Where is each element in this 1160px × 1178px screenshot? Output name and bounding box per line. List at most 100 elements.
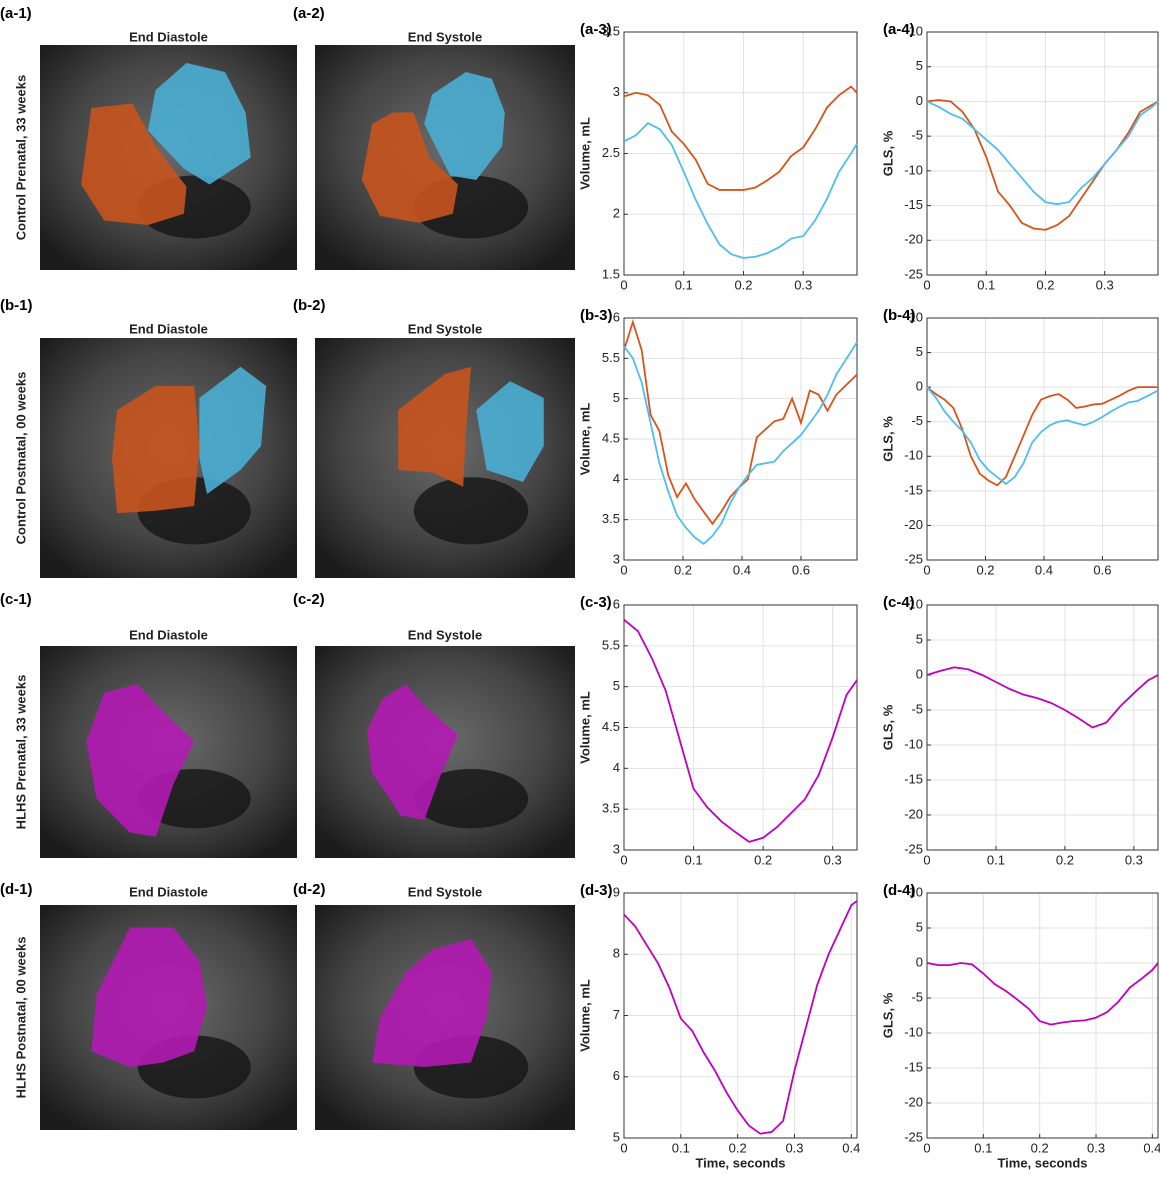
x-tick-label: 0 — [923, 277, 930, 292]
series-line — [926, 962, 1159, 1026]
y-tick-label: -25 — [904, 841, 923, 856]
row-label: Control Postnatal, 00 weeks — [13, 372, 28, 545]
x-tick-label: 0.3 — [1096, 277, 1114, 292]
series-line — [926, 386, 1159, 486]
panel-label: (d-4) — [883, 882, 916, 899]
segmentation — [398, 366, 471, 487]
y-tick-label: 7 — [613, 1007, 620, 1022]
image-title: End Diastole — [129, 884, 208, 899]
row-label: HLHS Postnatal, 00 weeks — [13, 937, 28, 1099]
x-tick-label: 0 — [620, 277, 627, 292]
y-tick-label: 4.5 — [602, 719, 620, 734]
x-tick-label: 0.6 — [1093, 562, 1111, 577]
dark-region — [413, 768, 529, 829]
segmentation — [199, 366, 267, 494]
axes-frame — [926, 317, 1159, 561]
axes-frame — [623, 317, 858, 561]
y-tick-label: -25 — [904, 551, 923, 566]
segmentation — [147, 63, 251, 185]
y-tick-label: -5 — [911, 989, 923, 1004]
y-tick-label: 5 — [916, 631, 923, 646]
x-tick-label: 0.2 — [754, 852, 772, 867]
segmentation — [81, 103, 187, 225]
x-tick-label: 0.3 — [1125, 852, 1143, 867]
segmentation — [424, 72, 505, 180]
row-label: HLHS Prenatal, 33 weeks — [13, 675, 28, 830]
panel-label: (a-2) — [293, 5, 325, 22]
y-tick-label: 3.5 — [602, 801, 620, 816]
series-line — [926, 100, 1159, 206]
y-tick-label: 6 — [613, 1068, 620, 1083]
x-tick-label: 0.1 — [685, 852, 703, 867]
y-tick-label: 4.5 — [602, 430, 620, 445]
series-line — [926, 386, 1158, 487]
segmentation — [111, 386, 200, 514]
y-tick-label: 3 — [613, 841, 620, 856]
y-tick-label: -25 — [904, 1129, 923, 1144]
row-label: Control Prenatal, 33 weeks — [13, 75, 28, 240]
panel-label: (c-2) — [293, 591, 325, 608]
y-tick-label: 2.5 — [602, 145, 620, 160]
segmentation — [86, 684, 195, 837]
y-tick-label: -5 — [911, 128, 923, 143]
panel-label: (d-1) — [0, 881, 33, 898]
x-tick-label: 0.2 — [1031, 1140, 1049, 1155]
panel-label: (d-3) — [580, 882, 613, 899]
x-tick-label: 0 — [923, 852, 930, 867]
y-tick-label: -10 — [904, 448, 923, 463]
x-tick-label: 0.3 — [1087, 1140, 1105, 1155]
x-tick-label: 0.6 — [792, 562, 810, 577]
y-tick-label: 10 — [909, 884, 923, 899]
y-tick-label: 0 — [916, 666, 923, 681]
y-tick-label: -15 — [904, 1059, 923, 1074]
x-tick-label: 0 — [620, 562, 627, 577]
panel-label: (b-2) — [293, 297, 326, 314]
y-tick-label: 10 — [909, 596, 923, 611]
y-tick-label: 5 — [916, 344, 923, 359]
y-tick-label: -15 — [904, 482, 923, 497]
image-title: End Systole — [408, 627, 482, 642]
x-tick-label: 0.2 — [674, 562, 692, 577]
y-tick-label: -20 — [904, 806, 923, 821]
segmentation — [361, 112, 458, 223]
series-line — [926, 99, 1159, 231]
y-tick-label: -15 — [904, 197, 923, 212]
segmentation — [367, 684, 458, 820]
series-line — [623, 619, 858, 843]
panel-label: (c-4) — [883, 594, 915, 611]
y-tick-label: -25 — [904, 266, 923, 281]
x-tick-label: 0 — [620, 852, 627, 867]
y-tick-label: 5.5 — [602, 350, 620, 365]
panel-label: (b-1) — [0, 297, 33, 314]
y-tick-label: -5 — [911, 701, 923, 716]
panel-label: (a-3) — [580, 21, 612, 38]
series-line — [623, 319, 858, 526]
series-line — [623, 85, 858, 191]
x-tick-label: 0 — [923, 562, 930, 577]
x-tick-label: 0.1 — [672, 1140, 690, 1155]
y-tick-label: 0 — [916, 93, 923, 108]
y-tick-label: 10 — [909, 23, 923, 38]
y-tick-label: 6 — [613, 309, 620, 324]
y-axis-label: Volume, mL — [577, 117, 592, 190]
x-tick-label: 0.4 — [1035, 562, 1053, 577]
y-tick-label: 5 — [613, 678, 620, 693]
y-axis-label: GLS, % — [880, 992, 895, 1038]
panel-label: (b-3) — [580, 307, 613, 324]
y-tick-label: 1.5 — [602, 266, 620, 281]
image-title: End Diastole — [129, 321, 208, 336]
dark-region — [413, 477, 529, 545]
y-tick-label: -5 — [911, 413, 923, 428]
panel-label: (a-1) — [0, 5, 32, 22]
x-tick-label: 0.1 — [987, 852, 1005, 867]
y-tick-label: 3 — [613, 84, 620, 99]
y-tick-label: 5.5 — [602, 637, 620, 652]
x-tick-label: 0 — [620, 1140, 627, 1155]
x-tick-label: 0 — [923, 1140, 930, 1155]
x-tick-label: 0.2 — [734, 277, 752, 292]
x-tick-label: 0.4 — [1143, 1140, 1160, 1155]
y-tick-label: 3 — [613, 551, 620, 566]
y-axis-label: Volume, mL — [577, 403, 592, 476]
y-tick-label: -15 — [904, 771, 923, 786]
x-axis-label: Time, seconds — [695, 1155, 785, 1170]
